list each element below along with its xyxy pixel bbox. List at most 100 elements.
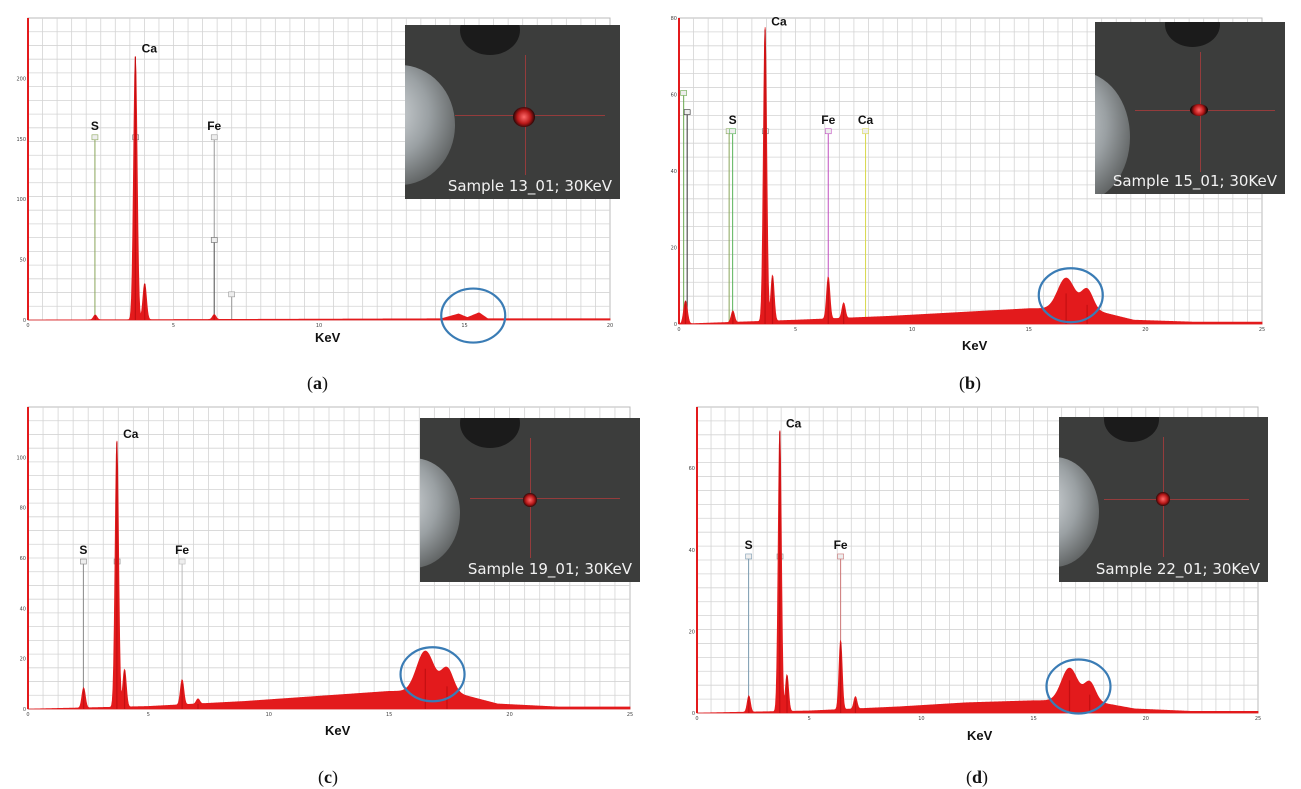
x-tick-label: 15: [1026, 327, 1032, 333]
y-tick-label: 100: [16, 197, 26, 203]
y-tick-label: 20: [671, 246, 677, 252]
y-tick-label: 0: [23, 318, 26, 324]
y-tick-label: 60: [689, 466, 695, 472]
element-marker-tag: [210, 237, 218, 243]
element-marker-tag: [824, 128, 832, 135]
element-marker-tag: [729, 128, 736, 135]
x-tick-label: 25: [1255, 716, 1261, 722]
element-marker-tag: [228, 291, 235, 298]
y-tick-label: 60: [20, 556, 26, 562]
y-tick-label: 50: [20, 258, 26, 264]
x-tick-label: 5: [147, 712, 150, 718]
sample-photo-c: Sample 19_01; 30KeV: [420, 418, 640, 582]
element-marker-tag: [683, 109, 691, 115]
spectrum-panel-a: 0 5 10 15 20 0 50 100 150 200 Ca S Fe Sample 13_01; …: [16, 12, 620, 345]
x-tick-label: 0: [677, 327, 680, 333]
x-tick-label: 15: [1030, 716, 1036, 722]
y-tick-label: 0: [23, 707, 26, 713]
photo-thumb: [405, 65, 455, 185]
sample-photo-a: Sample 13_01; 30KeV: [405, 25, 620, 199]
x-tick-label: 10: [266, 712, 272, 718]
caption-b: (b): [959, 373, 982, 393]
y-tick-label: 80: [671, 16, 677, 22]
highlight-circle: [1037, 267, 1104, 324]
spectrum-panel-b: 0 5 10 15 20 25 0 20 40 60 80 Ca S Fe Ca Sample 15_01;…: [671, 12, 1288, 353]
x-tick-label: 5: [808, 716, 811, 722]
x-tick-label: 10: [909, 327, 915, 333]
photo-tweezer: [1104, 417, 1159, 442]
y-tick-label: 200: [16, 76, 26, 82]
element-label: Ca: [142, 42, 158, 56]
caption-d: (d): [966, 767, 989, 787]
photo-sample-spot: [523, 493, 537, 507]
y-tick-label: 0: [692, 711, 695, 717]
spectrum-panel-c: 0 5 10 15 20 25 0 20 40 60 80 100 Ca S Fe Sample 19_01…: [16, 405, 640, 740]
element-label: S: [79, 543, 87, 557]
x-axis-label: KeV: [325, 723, 351, 738]
caption-a: (a): [307, 373, 328, 393]
element-marker-tag: [862, 128, 869, 135]
spectrum-area: [678, 27, 1263, 325]
highlight-circle: [1045, 658, 1112, 715]
caption-c: (c): [318, 767, 338, 787]
element-marker-tag: [210, 134, 218, 141]
spectrum-area: [28, 56, 611, 321]
photo-crosshair-h: [470, 498, 620, 499]
x-tick-label: 20: [1142, 327, 1148, 333]
sample-photo-b: Sample 15_01; 30KeV: [1095, 22, 1285, 194]
element-marker-tag: [745, 553, 752, 560]
photo-tweezer: [1165, 22, 1220, 47]
spectrum-panel-d: 0 5 10 15 20 25 0 20 40 60 Ca S Fe Sample 22_01; 30K…: [673, 405, 1273, 743]
y-tick-label: 150: [16, 137, 26, 143]
photo-sample-spot: [513, 107, 535, 127]
sample-photo-d: Sample 22_01; 30KeV: [1059, 417, 1268, 582]
element-label: Ca: [786, 416, 802, 430]
element-label: Fe: [207, 119, 221, 133]
photo-sample-spot: [1156, 492, 1170, 506]
y-tick-label: 20: [20, 657, 26, 663]
element-marker-tag: [178, 558, 186, 565]
sample-label: Sample 15_01; 30KeV: [1112, 172, 1277, 190]
spectrum-area: [28, 440, 631, 710]
x-tick-label: 0: [695, 716, 698, 722]
element-label: S: [91, 119, 99, 133]
x-tick-label: 0: [26, 712, 29, 718]
y-tick-label: 40: [671, 169, 677, 175]
x-tick-label: 20: [506, 712, 512, 718]
y-tick-label: 0: [674, 322, 677, 328]
sample-label: Sample 22_01; 30KeV: [1095, 560, 1260, 578]
x-tick-label: 20: [607, 323, 613, 329]
highlight-circle: [440, 287, 507, 344]
element-label: Fe: [821, 113, 835, 127]
x-axis-label: KeV: [962, 338, 988, 353]
x-tick-label: 25: [627, 712, 633, 718]
photo-tweezer: [460, 25, 520, 55]
x-axis-label: KeV: [967, 728, 993, 743]
element-label: S: [745, 538, 753, 552]
x-tick-label: 25: [1259, 327, 1265, 333]
element-label: Ca: [858, 113, 874, 127]
x-tick-label: 5: [794, 327, 797, 333]
photo-sample-spot: [1190, 104, 1208, 116]
x-tick-label: 10: [316, 323, 322, 329]
element-label: Fe: [175, 543, 189, 557]
photo-tweezer: [460, 418, 520, 448]
element-marker-tag: [837, 553, 844, 560]
y-tick-label: 40: [20, 606, 26, 612]
y-tick-label: 40: [689, 548, 695, 554]
y-tick-label: 60: [671, 93, 677, 99]
x-tick-label: 10: [918, 716, 924, 722]
element-marker-tag: [680, 90, 687, 96]
x-tick-label: 15: [461, 323, 467, 329]
spectrum-area: [697, 430, 1259, 714]
x-axis-label: KeV: [315, 330, 341, 345]
element-label: S: [729, 113, 737, 127]
x-tick-label: 15: [386, 712, 392, 718]
element-label: Ca: [123, 427, 139, 441]
highlight-circle: [399, 646, 466, 703]
element-label: Fe: [834, 538, 848, 552]
element-marker-tag: [91, 134, 99, 141]
y-tick-label: 20: [689, 629, 695, 635]
photo-thumb: [420, 458, 460, 568]
y-tick-label: 80: [20, 506, 26, 512]
